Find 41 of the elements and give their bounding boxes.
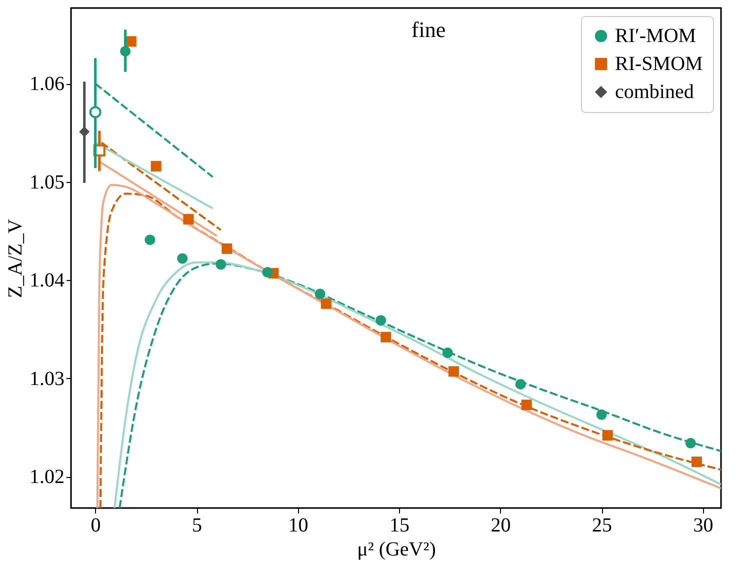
point [183,214,194,224]
point [89,106,102,118]
x-tick-label: 25 [592,514,612,536]
chart-title: fine [411,17,446,42]
point [79,126,90,138]
point [126,36,136,47]
point [602,430,613,441]
point [177,253,188,264]
y-axis-title: Z_A/Z_V [4,218,26,298]
legend-label: RI′-MOM [615,25,696,47]
y-tick-label: 1.06 [30,73,64,96]
point [691,456,702,468]
point [521,400,532,410]
point [442,348,453,358]
point [150,160,162,172]
y-tick-label: 1.05 [30,171,64,194]
y-tick-label: 1.03 [30,368,64,390]
y-tick-label: 1.02 [30,466,64,488]
legend-label: combined [615,81,694,103]
legend-label: RI-SMOM [615,53,704,75]
x-tick-label: 15 [390,514,410,536]
point [448,366,459,377]
point [216,259,226,270]
point [222,243,232,254]
point [380,332,392,342]
point [262,267,273,278]
point [515,378,526,390]
x-tick-label: 5 [192,514,202,536]
x-tick-label: 20 [490,514,511,536]
y-tick-label: 1.04 [30,270,64,292]
point [314,288,326,300]
point [144,234,156,246]
point [376,315,386,326]
x-tick-label: 10 [288,514,308,536]
point [120,46,131,56]
x-axis-title: μ² (GeV²) [357,538,436,560]
x-tick-label: 0 [90,514,101,536]
point [685,438,696,448]
x-tick-label: 30 [693,514,714,536]
point [320,298,332,309]
point [596,409,607,420]
